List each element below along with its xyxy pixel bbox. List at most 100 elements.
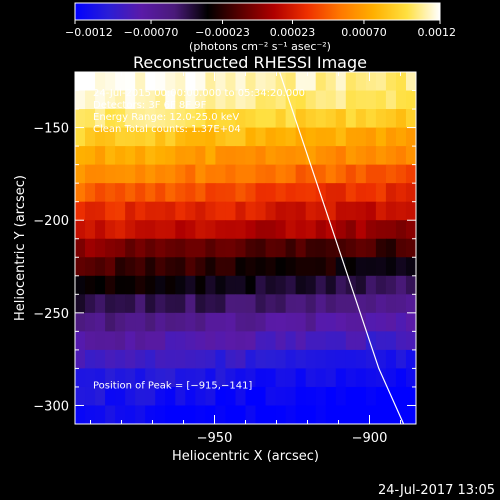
- heatmap-cell: [335, 312, 347, 332]
- heatmap-cell: [365, 349, 377, 370]
- heatmap-cell: [155, 127, 166, 147]
- heatmap-cell: [125, 220, 136, 240]
- heatmap-cell: [145, 90, 156, 110]
- heatmap-cell: [325, 294, 337, 314]
- heatmap-cell: [115, 164, 126, 184]
- heatmap-cell: [165, 127, 176, 147]
- heatmap-cell: [255, 183, 267, 203]
- heatmap-cell: [85, 386, 96, 407]
- heatmap-cell: [205, 368, 217, 388]
- heatmap-cell: [75, 405, 86, 424]
- heatmap-cell: [265, 146, 277, 166]
- heatmap-cell: [85, 72, 96, 92]
- heatmap-cell: [85, 257, 96, 277]
- heatmap-cell: [255, 72, 267, 92]
- heatmap-cell: [95, 257, 106, 277]
- heatmap-cell: [385, 90, 397, 110]
- heatmap-cell: [335, 238, 347, 258]
- heatmap-cell: [155, 312, 166, 332]
- heatmap-cell: [365, 331, 377, 351]
- heatmap-cell: [285, 257, 297, 277]
- heatmap-cell: [295, 183, 307, 203]
- heatmap-cell: [115, 331, 126, 351]
- heatmap-cell: [265, 183, 277, 203]
- heatmap-cell: [155, 275, 166, 295]
- heatmap-cell: [305, 294, 317, 314]
- heatmap-cell: [285, 183, 297, 203]
- heatmap-cell: [175, 368, 186, 388]
- heatmap-cell: [355, 275, 367, 295]
- heatmap-cell: [225, 164, 237, 184]
- heatmap-cell: [255, 109, 267, 129]
- heatmap-cell: [395, 72, 407, 92]
- heatmap-cell: [355, 72, 367, 92]
- heatmap-cell: [135, 312, 146, 332]
- heatmap-cell: [155, 294, 166, 314]
- heatmap-cell: [215, 275, 227, 295]
- heatmap-cell: [225, 312, 237, 332]
- heatmap-cell: [385, 349, 397, 370]
- heatmap-cell: [235, 368, 247, 388]
- heatmap-cell: [315, 257, 327, 277]
- heatmap-cell: [215, 127, 227, 147]
- heatmap-cell: [285, 294, 297, 314]
- heatmap-cell: [375, 349, 387, 370]
- heatmap-cell: [385, 72, 397, 92]
- colorbar-tick-label: 0.00070: [341, 26, 387, 39]
- heatmap-cell: [115, 109, 126, 129]
- heatmap-cell: [175, 109, 186, 129]
- heatmap-cell: [175, 164, 186, 184]
- heatmap-cell: [135, 72, 146, 92]
- heatmap-cell: [245, 72, 257, 92]
- heatmap-cell: [175, 331, 186, 351]
- heatmap-cell: [225, 238, 237, 258]
- heatmap-cell: [365, 294, 377, 314]
- x-axis-label: Heliocentric X (arcsec): [172, 449, 319, 464]
- heatmap-cell: [165, 238, 176, 258]
- heatmap-cell: [365, 146, 377, 166]
- heatmap-cell: [165, 312, 176, 332]
- heatmap-cell: [175, 275, 186, 295]
- heatmap-cell: [225, 275, 237, 295]
- y-tick-label: −300: [33, 399, 69, 414]
- heatmap-cell: [395, 368, 407, 388]
- heatmap-cell: [235, 183, 247, 203]
- heatmap-cell: [295, 386, 307, 407]
- heatmap-cell: [275, 109, 287, 129]
- heatmap-cell: [235, 386, 247, 407]
- heatmap-cell: [345, 127, 357, 147]
- heatmap-cell: [285, 90, 297, 110]
- heatmap-cell: [345, 405, 357, 424]
- heatmap-cell: [75, 368, 86, 388]
- heatmap-cell: [125, 90, 136, 110]
- heatmap-cell: [275, 164, 287, 184]
- heatmap-cell: [105, 72, 116, 92]
- heatmap-cell: [75, 220, 86, 240]
- heatmap-cell: [345, 349, 357, 370]
- heatmap-cell: [205, 183, 217, 203]
- heatmap-cell: [305, 312, 317, 332]
- heatmap-cell: [245, 146, 257, 166]
- heatmap-cell: [305, 220, 317, 240]
- heatmap-cell: [135, 386, 146, 407]
- heatmap-cell: [85, 146, 96, 166]
- heatmap-cell: [125, 127, 136, 147]
- heatmap-cell: [115, 238, 126, 258]
- heatmap-cell: [375, 146, 387, 166]
- heatmap-cell: [245, 368, 257, 388]
- heatmap-cell: [265, 386, 277, 407]
- heatmap-cell: [285, 238, 297, 258]
- heatmap-cell: [225, 349, 237, 370]
- heatmap-cell: [125, 331, 136, 351]
- heatmap-cell: [365, 164, 377, 184]
- heatmap-cell: [195, 349, 206, 370]
- heatmap-cell: [355, 349, 367, 370]
- heatmap-cell: [365, 201, 377, 221]
- y-tick-label: −200: [33, 214, 69, 229]
- heatmap-cell: [355, 146, 367, 166]
- heatmap-cell: [265, 164, 277, 184]
- heatmap-cell: [125, 164, 136, 184]
- heatmap-cell: [155, 164, 166, 184]
- heatmap-cell: [345, 257, 357, 277]
- heatmap-cell: [95, 275, 106, 295]
